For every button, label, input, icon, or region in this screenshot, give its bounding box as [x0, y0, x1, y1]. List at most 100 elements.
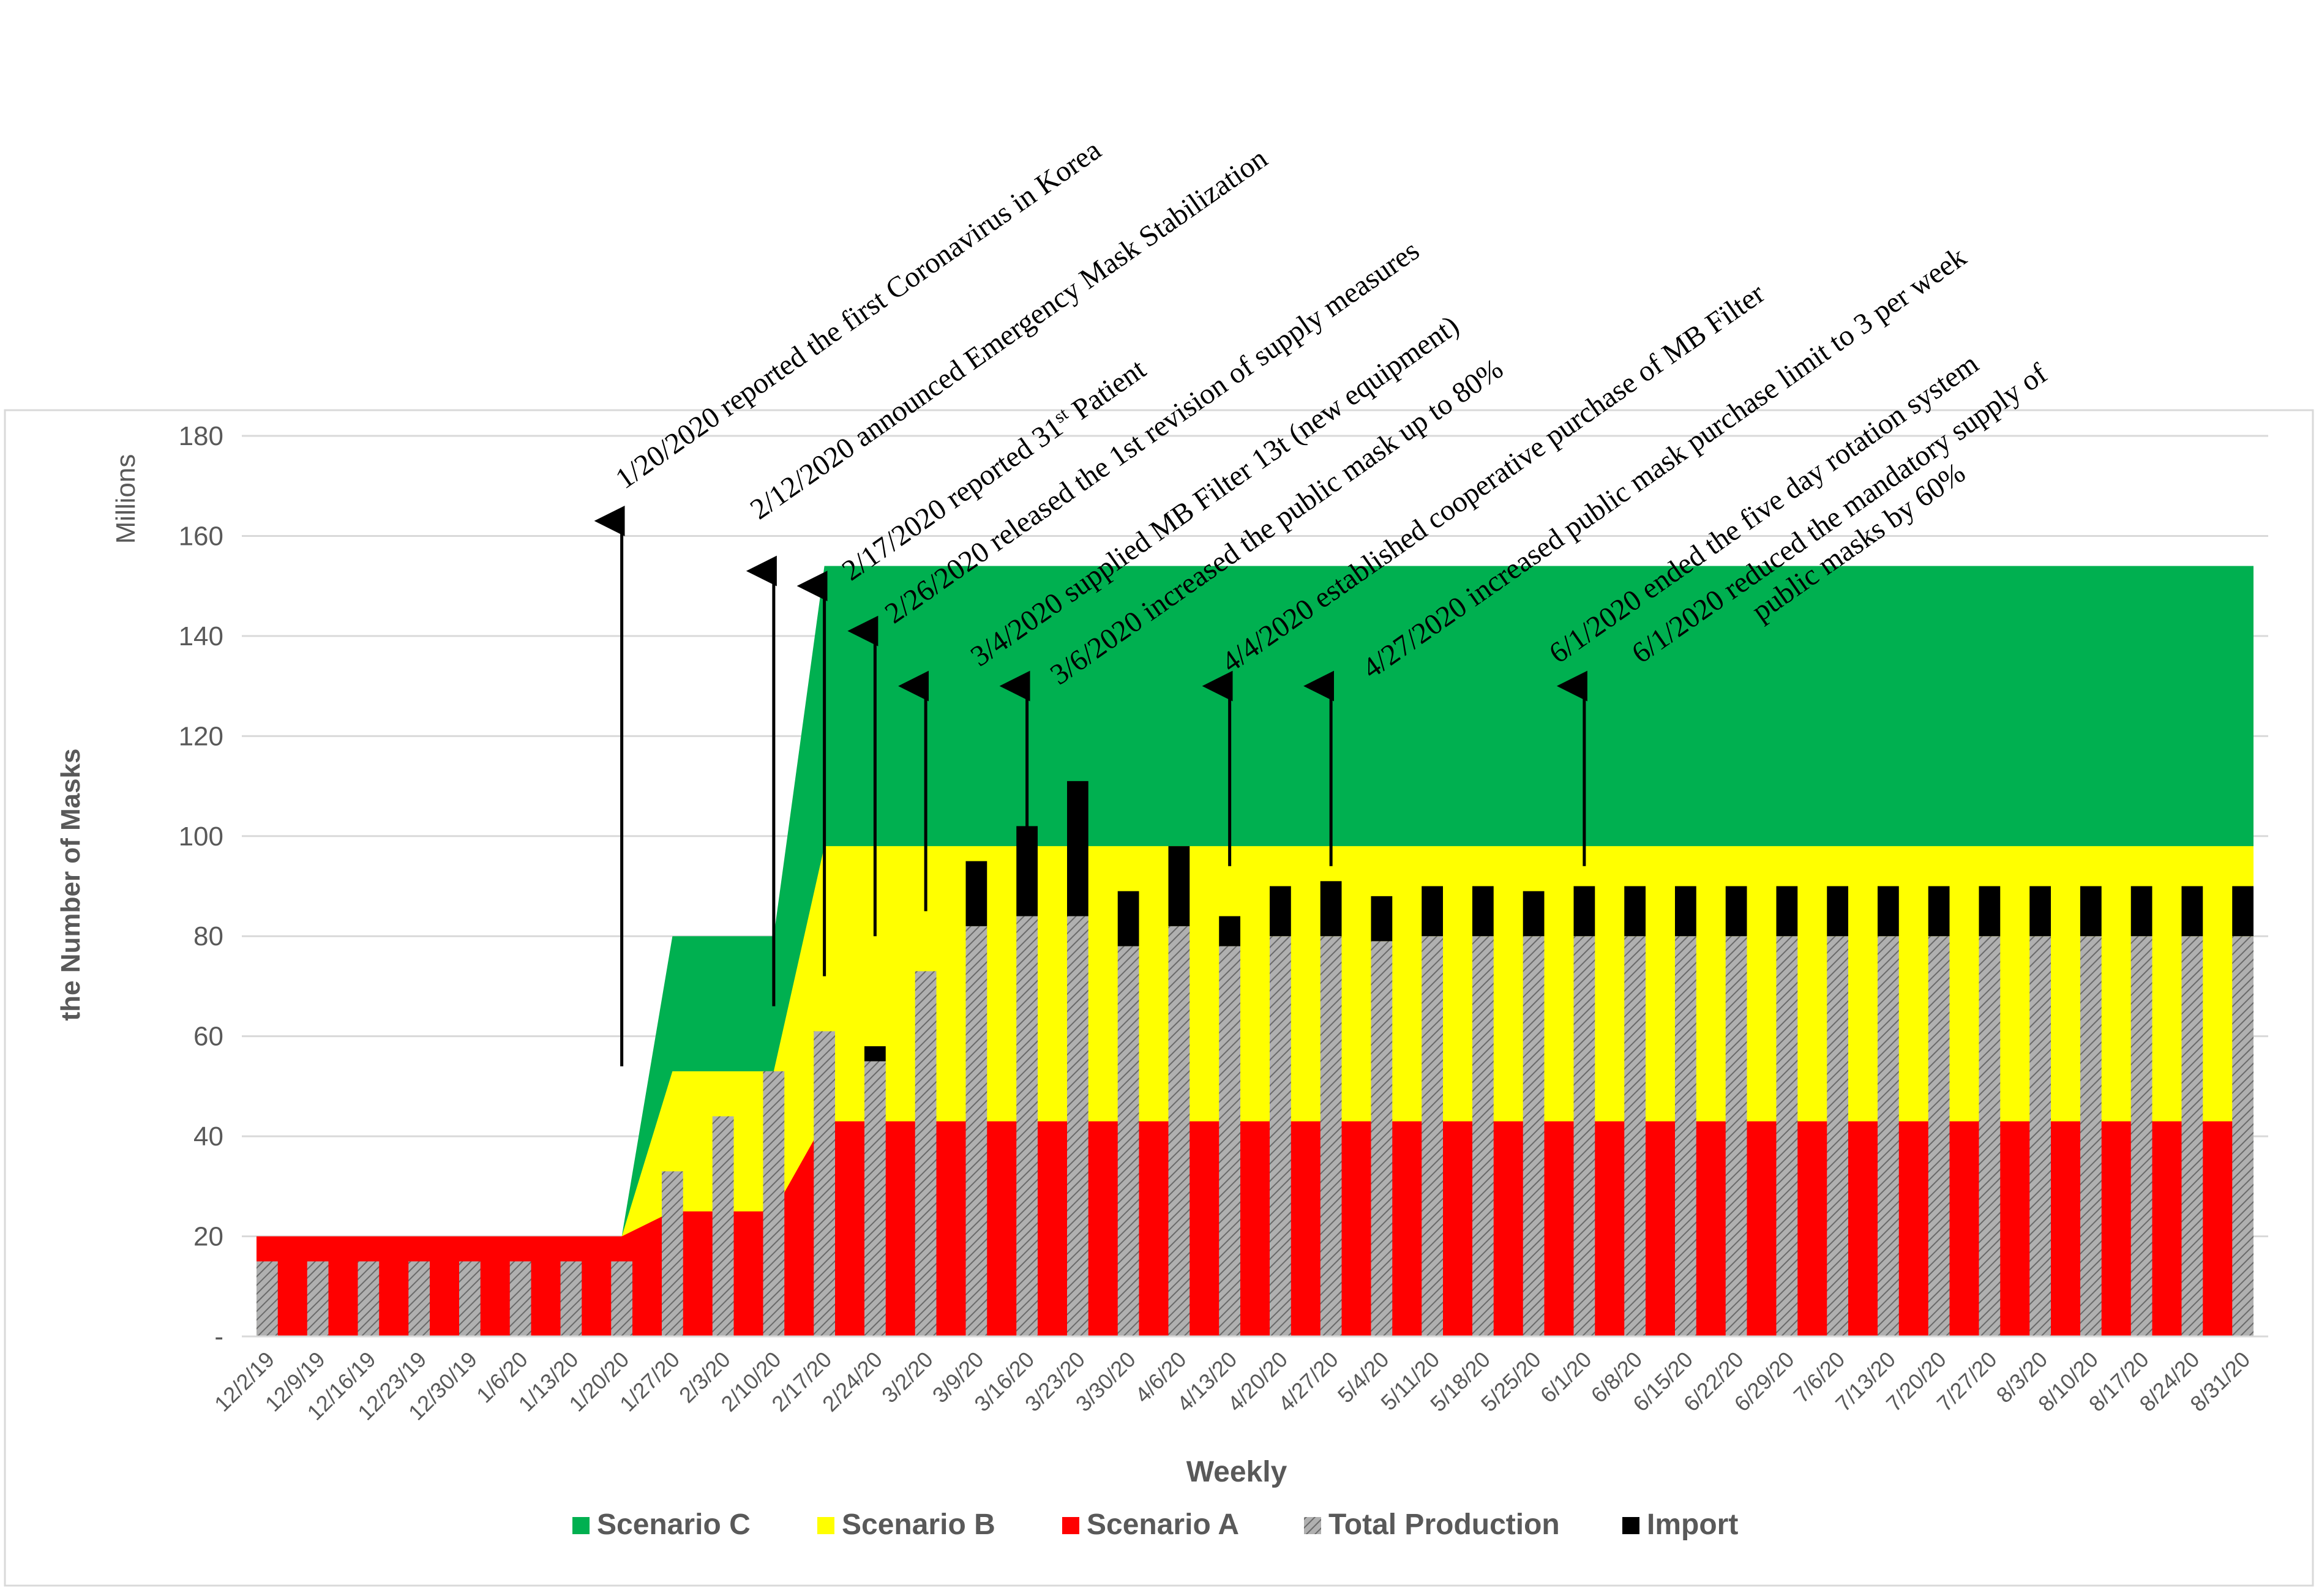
- bar-total-production: [915, 971, 937, 1336]
- bar-import: [1979, 886, 2001, 937]
- bar-import: [1422, 886, 1444, 937]
- bar-total-production: [1066, 916, 1088, 1336]
- y-axis: - 20 40 60 80 100 120 140 160 180: [179, 421, 223, 1352]
- bar-import: [2232, 886, 2254, 937]
- bar-total-production: [509, 1261, 531, 1336]
- bar-total-production: [408, 1261, 430, 1336]
- bar-total-production: [965, 926, 987, 1336]
- y-tick-label: 60: [193, 1022, 223, 1052]
- bar-import: [1573, 886, 1595, 937]
- x-tick-label: 3/2/20: [877, 1347, 938, 1408]
- bar-total-production: [560, 1261, 582, 1336]
- bar-import: [1674, 886, 1696, 937]
- legend-label: Import: [1647, 1508, 1738, 1541]
- x-axis: 12/2/1912/9/1912/16/1912/23/1912/30/191/…: [209, 1335, 2268, 1425]
- y-axis-title: the Number of Masks: [56, 749, 86, 1021]
- bar-total-production: [1979, 936, 2001, 1336]
- bar-import: [1827, 886, 1849, 937]
- scenario-areas: [256, 566, 2254, 1336]
- area-scenario-a: [256, 1121, 2254, 1336]
- bar-import: [1066, 781, 1088, 916]
- bar-total-production: [1573, 936, 1595, 1336]
- x-axis-title: Weekly: [1186, 1456, 1287, 1488]
- bar-import: [1928, 886, 1950, 937]
- legend-label: Total Production: [1328, 1508, 1560, 1541]
- bar-import: [2029, 886, 2051, 937]
- bar-total-production: [1016, 916, 1038, 1336]
- bar-total-production: [1674, 936, 1696, 1336]
- bar-total-production: [1219, 946, 1241, 1336]
- bar-total-production: [1168, 926, 1190, 1336]
- legend-swatch: [1062, 1517, 1079, 1534]
- bar-import: [1776, 886, 1798, 937]
- bar-total-production: [1523, 936, 1545, 1336]
- bar-total-production: [814, 1031, 836, 1336]
- bar-total-production: [256, 1261, 278, 1336]
- legend-label: Scenario B: [842, 1508, 995, 1541]
- bar-total-production: [358, 1261, 380, 1336]
- x-tick-label: 6/1/20: [1535, 1347, 1597, 1408]
- bar-import: [1877, 886, 1899, 937]
- bar-total-production: [1877, 936, 1899, 1336]
- bar-total-production: [611, 1261, 633, 1336]
- bar-total-production: [1269, 936, 1291, 1336]
- bar-import: [2080, 886, 2102, 937]
- y-tick-label: 20: [193, 1222, 223, 1252]
- y-tick-label: 100: [179, 822, 223, 852]
- legend: Scenario C Scenario B Scenario A Total Prod…: [572, 1508, 1738, 1541]
- bar-total-production: [1320, 936, 1342, 1336]
- legend-swatch: [1304, 1517, 1321, 1534]
- legend-swatch: [817, 1517, 834, 1534]
- bar-total-production: [1624, 936, 1646, 1336]
- bar-total-production: [1827, 936, 1849, 1336]
- bar-total-production: [661, 1171, 683, 1336]
- y-tick-label: 160: [179, 521, 223, 551]
- bar-import: [1219, 916, 1241, 946]
- bars: [256, 781, 2254, 1336]
- chart-frame: [4, 409, 2314, 1587]
- bar-import: [1523, 891, 1545, 937]
- bar-total-production: [864, 1061, 886, 1336]
- bar-import: [1269, 886, 1291, 937]
- bar-import: [864, 1046, 886, 1062]
- bar-import: [1320, 881, 1342, 937]
- bar-import: [965, 861, 987, 926]
- bar-total-production: [459, 1261, 481, 1336]
- y-unit-label: Millions: [111, 454, 141, 544]
- y-tick-label: 40: [193, 1122, 223, 1152]
- bar-total-production: [1472, 936, 1494, 1336]
- bar-import: [2181, 886, 2203, 937]
- bar-total-production: [2029, 936, 2051, 1336]
- bar-import: [1472, 886, 1494, 937]
- y-tick-label: 120: [179, 721, 223, 751]
- y-tick-label: 80: [193, 921, 223, 951]
- bar-import: [1725, 886, 1747, 937]
- legend-swatch: [1622, 1517, 1639, 1534]
- bar-import: [1371, 896, 1393, 942]
- bar-total-production: [307, 1261, 329, 1336]
- bar-import: [1168, 846, 1190, 926]
- bar-total-production: [2232, 936, 2254, 1336]
- legend-label: Scenario A: [1087, 1508, 1239, 1541]
- bar-import: [1624, 886, 1646, 937]
- y-tick-label: -: [214, 1322, 223, 1352]
- bar-total-production: [2181, 936, 2203, 1336]
- bar-total-production: [712, 1116, 734, 1336]
- bar-total-production: [763, 1071, 785, 1336]
- bar-total-production: [2130, 936, 2152, 1336]
- bar-total-production: [1422, 936, 1444, 1336]
- y-tick-label: 140: [179, 621, 223, 651]
- bar-total-production: [2080, 936, 2102, 1336]
- y-tick-label: 180: [179, 421, 223, 451]
- bar-total-production: [1371, 941, 1393, 1336]
- bar-total-production: [1928, 936, 1950, 1336]
- legend-swatch: [572, 1517, 590, 1534]
- bar-total-production: [1776, 936, 1798, 1336]
- legend-label: Scenario C: [597, 1508, 751, 1541]
- bar-import: [1117, 891, 1139, 946]
- bar-total-production: [1117, 946, 1139, 1336]
- bar-import: [2130, 886, 2152, 937]
- bar-total-production: [1725, 936, 1747, 1336]
